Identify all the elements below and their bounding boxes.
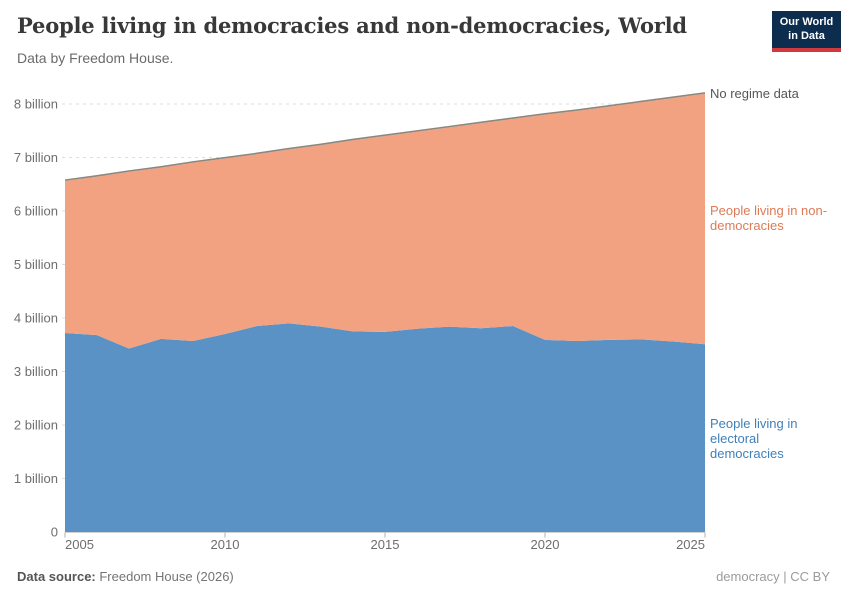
label-non-democracies: People living in non-democracies (710, 203, 828, 233)
svg-text:1 billion: 1 billion (14, 471, 58, 486)
svg-text:2015: 2015 (371, 537, 400, 552)
svg-text:5 billion: 5 billion (14, 257, 58, 272)
svg-text:8 billion: 8 billion (14, 97, 58, 112)
chart-title: People living in democracies and non-dem… (17, 13, 687, 38)
x-axis: 2005 2010 2015 2020 2025 (64, 532, 706, 552)
y-axis-labels: 0 1 billion 2 billion 3 billion 4 billion 5 b… (14, 97, 58, 540)
owid-logo-line2: in Data (788, 29, 825, 42)
svg-text:4 billion: 4 billion (14, 311, 58, 326)
svg-text:6 billion: 6 billion (14, 204, 58, 219)
label-electoral-democracies: People living in electoral democracies (710, 416, 798, 461)
svg-text:2010: 2010 (211, 537, 240, 552)
data-source-label: Data source: (17, 569, 96, 584)
svg-text:2025: 2025 (676, 537, 705, 552)
svg-text:7 billion: 7 billion (14, 150, 58, 165)
svg-text:2020: 2020 (531, 537, 560, 552)
area-series (65, 92, 705, 532)
svg-text:2 billion: 2 billion (14, 418, 58, 433)
svg-text:0: 0 (51, 525, 58, 540)
total-population-line (64, 92, 706, 181)
data-source-value: Freedom House (2026) (95, 569, 234, 584)
license-link[interactable]: democracy | CC BY (716, 569, 830, 584)
owid-logo[interactable]: Our World in Data (772, 11, 841, 52)
owid-logo-line1: Our World (779, 15, 834, 28)
chart-subtitle: Data by Freedom House. (17, 50, 174, 66)
svg-text:2005: 2005 (65, 537, 94, 552)
label-no-regime-data: No regime data (710, 86, 799, 101)
data-source-note: Data source: Freedom House (2026) (17, 569, 234, 584)
svg-text:3 billion: 3 billion (14, 364, 58, 379)
